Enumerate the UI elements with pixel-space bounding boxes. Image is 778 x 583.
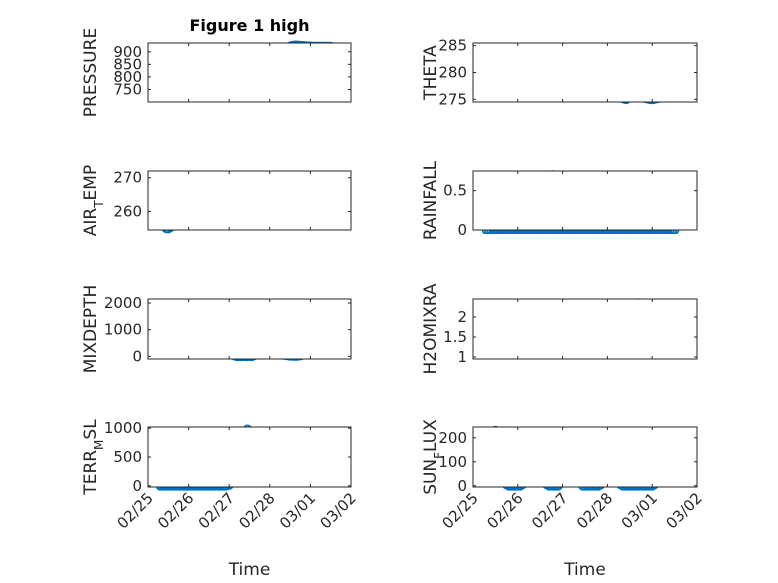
y-axis-label: AIRTEMP <box>81 165 106 236</box>
y-tick-label: 750 <box>113 80 142 98</box>
y-tick-label: 1.5 <box>443 328 467 346</box>
y-tick-label: 1000 <box>104 321 142 339</box>
y-tick-label: 2 <box>457 308 467 326</box>
subplot-air-temp: 260 270 AIRTEMP <box>81 165 352 236</box>
y-axis-label: H2OMIXRA <box>421 283 441 374</box>
y-tick-label: 270 <box>113 169 142 187</box>
y-axis-label: MIXDEPTH <box>81 285 101 374</box>
axes-box <box>147 298 352 360</box>
y-tick-label: 275 <box>438 90 467 108</box>
axes-box <box>472 298 698 360</box>
y-tick-label: 800 <box>113 68 142 86</box>
y-tick-label: 285 <box>438 37 467 55</box>
y-tick-label: 850 <box>113 55 142 73</box>
y-tick-label: 0 <box>132 347 142 365</box>
y-tick-label: 1000 <box>104 419 142 437</box>
y-axis-label: TERRMSL <box>81 419 106 496</box>
y-axis-label: SUNFLUX <box>421 419 446 495</box>
x-axis-label: Time <box>228 560 271 580</box>
axes-box <box>147 426 352 488</box>
subplot-h2omixra: 1 1.5 2 H2OMIXRA <box>421 283 698 375</box>
y-tick-label: 500 <box>113 448 142 466</box>
axes-box <box>472 42 698 103</box>
axes-box <box>147 170 352 231</box>
figure-title: Figure 1 high <box>190 16 310 35</box>
axes-box <box>147 42 352 103</box>
y-tick-label: 1 <box>457 348 467 366</box>
y-tick-label: 260 <box>113 202 142 220</box>
y-tick-label: 0 <box>132 477 142 495</box>
y-axis-label: RAINFALL <box>421 160 441 240</box>
y-axis-label: THETA <box>421 45 441 101</box>
y-tick-label: 100 <box>438 453 467 471</box>
y-axis-label: PRESSURE <box>81 28 101 117</box>
y-tick-label: 900 <box>113 43 142 61</box>
y-tick-label: 200 <box>438 429 467 447</box>
axes-box <box>472 426 698 488</box>
y-tick-label: 0.5 <box>443 182 467 200</box>
y-tick-label: 2000 <box>104 294 142 312</box>
y-tick-label: 0 <box>457 477 467 495</box>
y-tick-label: 280 <box>438 64 467 82</box>
y-tick-label: 0 <box>457 221 467 239</box>
axes-box <box>472 170 698 231</box>
x-axis-label: Time <box>563 560 606 580</box>
